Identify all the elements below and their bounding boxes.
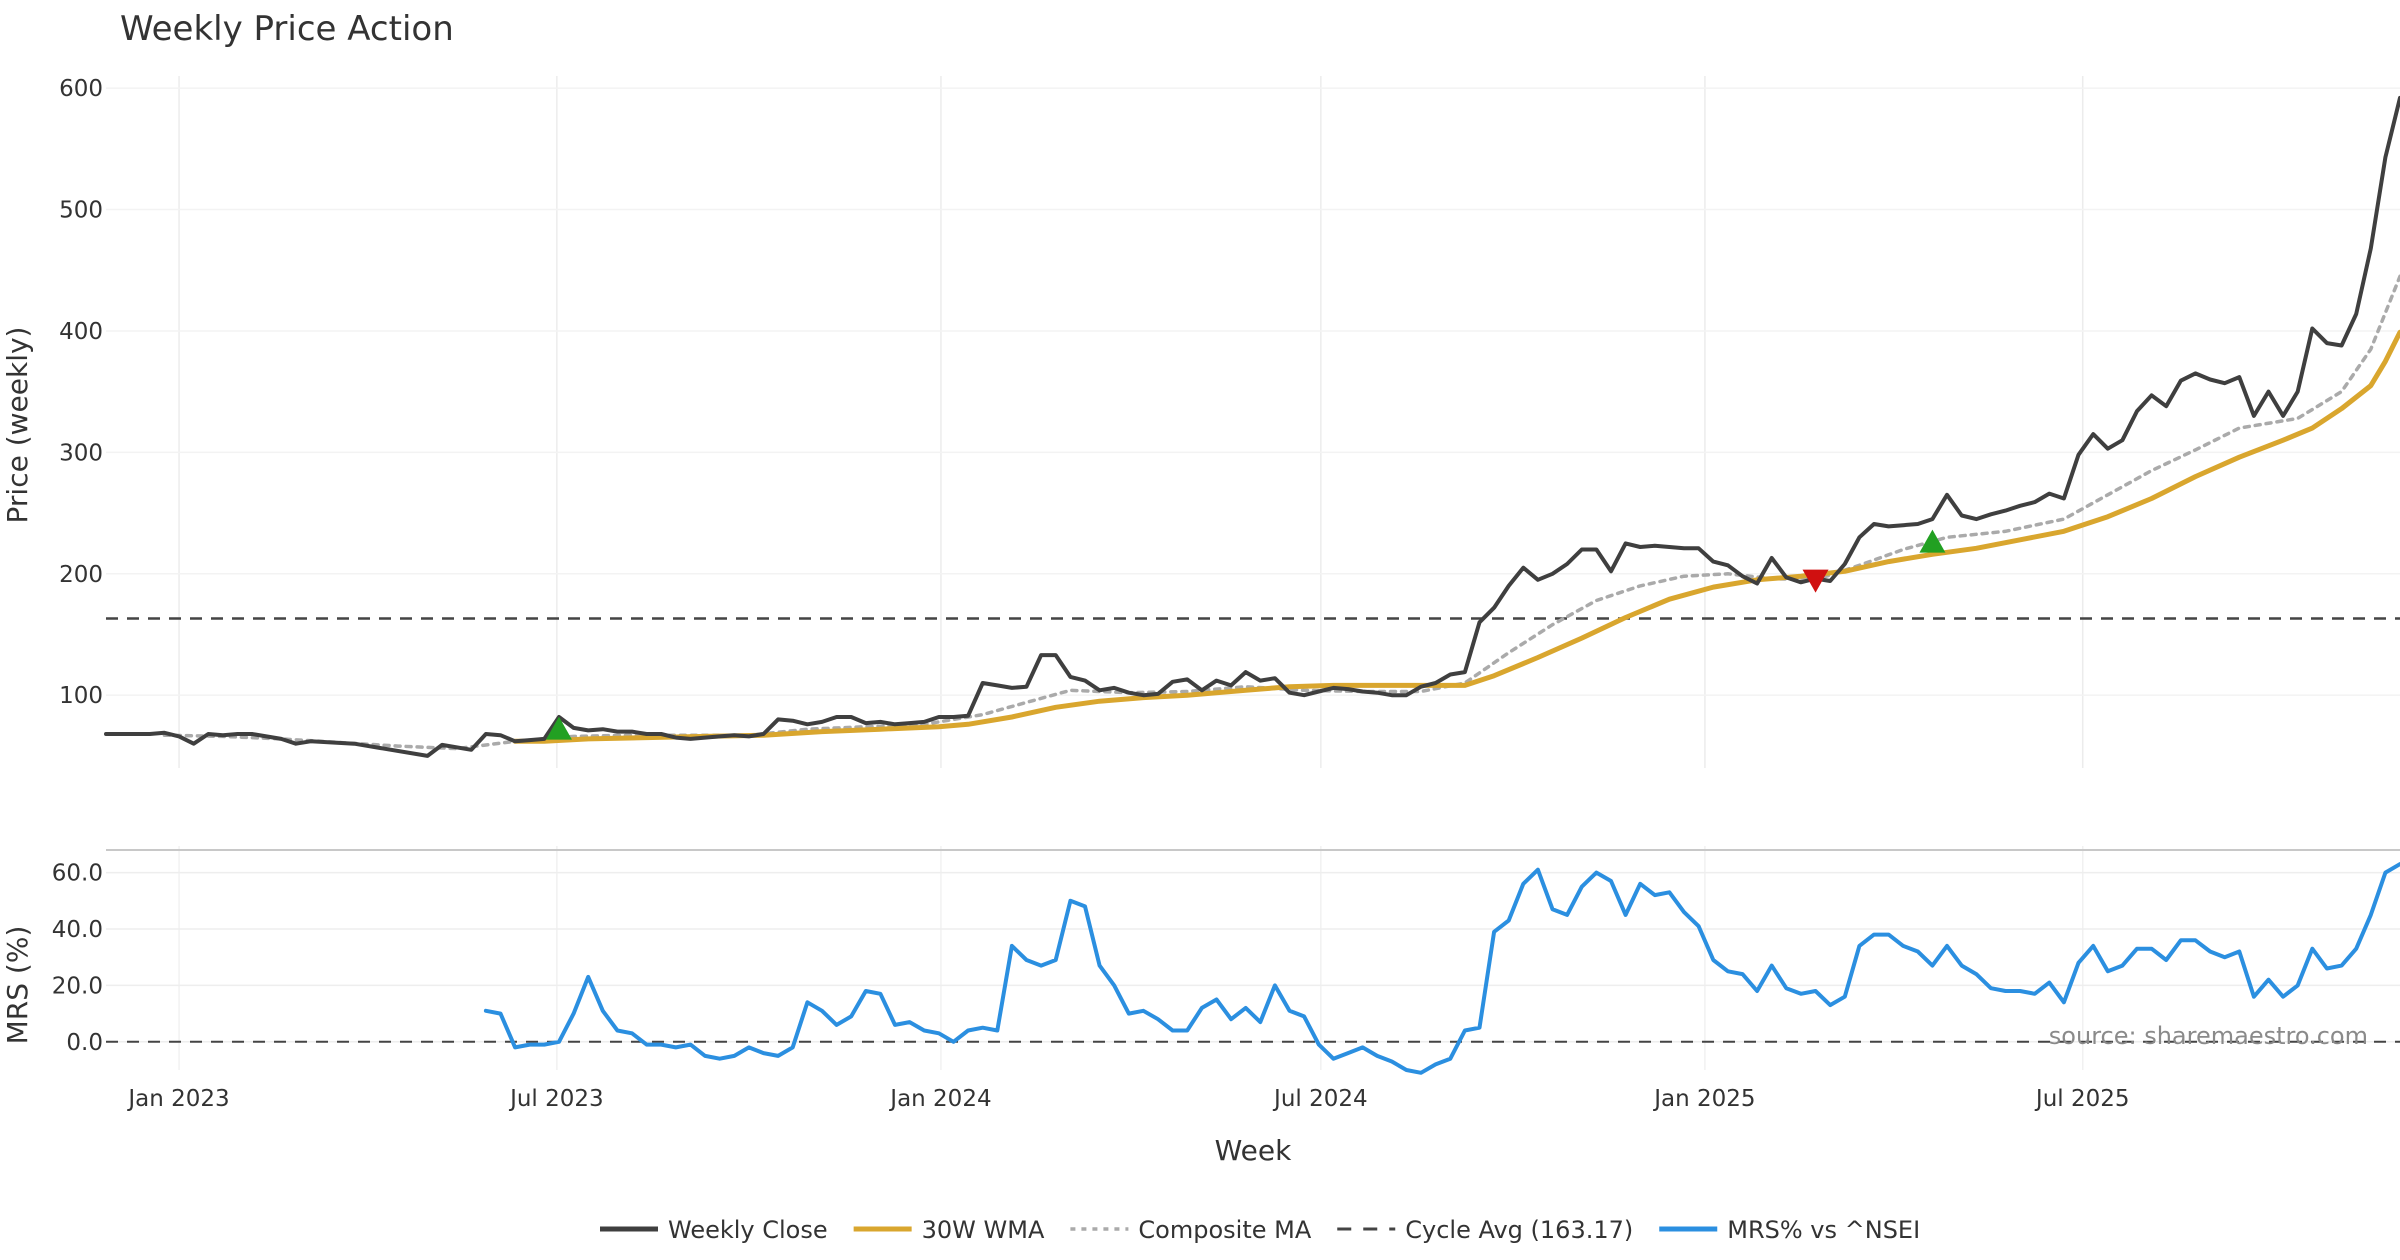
source-note: source: sharemaestro.com	[2049, 1022, 2368, 1050]
grid-layer	[106, 76, 2400, 1070]
mrs-y-axis-title: MRS (%)	[1, 926, 34, 1045]
mrs-tick-label: 20.0	[52, 973, 103, 999]
price-tick-label: 300	[59, 440, 103, 466]
signal-layer	[545, 529, 1946, 740]
legend: Weekly Close 30W WMA Composite MA Cycle Avg…	[600, 1216, 1920, 1244]
mrs-tick-label: 0.0	[66, 1030, 103, 1056]
series-line-close	[104, 95, 2400, 758]
legend-item-wma: 30W WMA	[853, 1216, 1045, 1244]
legend-item-cycle: Cycle Avg (163.17)	[1337, 1216, 1633, 1244]
x-tick-label: Jul 2024	[1272, 1086, 1368, 1112]
price-y-ticks: 100 200 300 400 500 600	[59, 76, 103, 709]
mrs-y-ticks: 0.0 20.0 40.0 60.0	[52, 861, 103, 1056]
series-line-composite	[162, 274, 2400, 751]
buy-signal-marker	[1919, 529, 1946, 553]
series-line-wma	[512, 329, 2400, 744]
chart-title: Weekly Price Action	[120, 9, 454, 49]
price-y-axis-title: Price (weekly)	[1, 327, 34, 524]
mrs-tick-label: 40.0	[52, 917, 103, 943]
x-ticks: Jan 2023 Jul 2023 Jan 2024 Jul 2024 Jan 2025…	[126, 1086, 2129, 1112]
price-tick-label: 200	[59, 562, 103, 588]
legend-item-mrs: MRS% vs ^NSEI	[1659, 1216, 1920, 1244]
legend-label: MRS% vs ^NSEI	[1727, 1216, 1920, 1244]
mrs-tick-label: 60.0	[52, 861, 103, 887]
x-tick-label: Jul 2023	[508, 1086, 604, 1112]
sell-signal-marker	[1802, 569, 1829, 593]
price-tick-label: 100	[59, 683, 103, 709]
legend-item-composite: Composite MA	[1070, 1216, 1312, 1244]
price-tick-label: 400	[59, 319, 103, 345]
legend-label: Composite MA	[1138, 1216, 1311, 1244]
reference-lines	[106, 617, 2400, 1043]
legend-label: 30W WMA	[922, 1216, 1045, 1244]
legend-label: Weekly Close	[668, 1216, 828, 1244]
x-tick-label: Jan 2024	[888, 1086, 991, 1112]
legend-item-close: Weekly Close	[600, 1216, 828, 1244]
price-tick-label: 500	[59, 198, 103, 224]
buy-signal-marker	[545, 716, 572, 740]
x-tick-label: Jan 2023	[126, 1086, 229, 1112]
price-tick-label: 600	[59, 76, 103, 102]
x-axis-title: Week	[1215, 1134, 1292, 1167]
series-layer	[104, 95, 2400, 1075]
x-tick-label: Jan 2025	[1652, 1086, 1755, 1112]
x-tick-label: Jul 2025	[2034, 1086, 2130, 1112]
legend-label: Cycle Avg (163.17)	[1405, 1216, 1633, 1244]
series-line-mrs	[483, 862, 2400, 1075]
